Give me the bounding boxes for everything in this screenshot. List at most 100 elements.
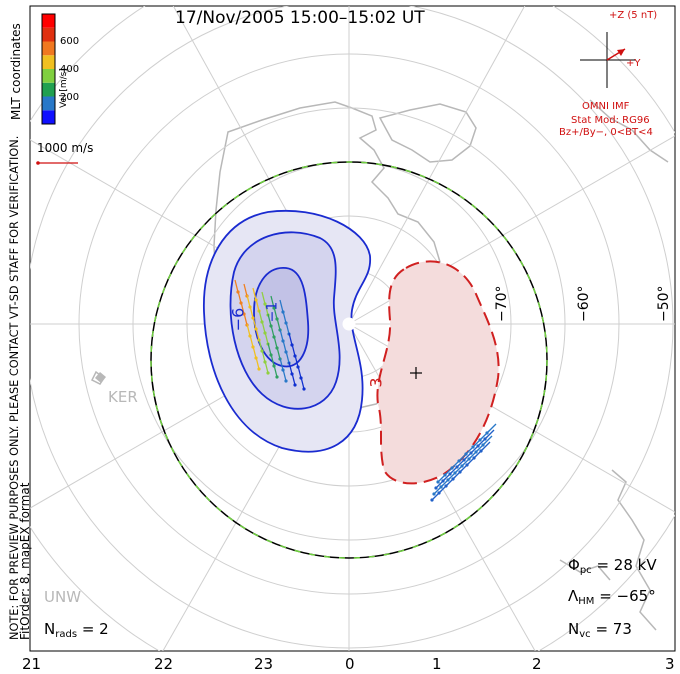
colorbar-tick-200: 200 xyxy=(60,92,80,103)
velocity-vector xyxy=(282,310,287,324)
velocity-vector-dot xyxy=(448,472,452,476)
imf-conditions-label: Bz+/By−, 0<BT<4 xyxy=(559,127,653,138)
velocity-vector-dot xyxy=(450,466,454,470)
velocity-vector-dot xyxy=(284,379,288,383)
velocity-scale-label: 1000 m/s xyxy=(37,141,94,155)
colorbar-segment xyxy=(42,41,55,56)
velocity-vector xyxy=(273,335,278,349)
velocity-vector xyxy=(258,309,263,323)
velocity-vector xyxy=(249,334,254,348)
colorbar-segment xyxy=(42,14,55,28)
velocity-vector-dot xyxy=(266,371,270,375)
velocity-vector xyxy=(276,346,281,360)
velocity-vector-dot xyxy=(257,367,261,371)
colorbar-segment xyxy=(42,82,55,97)
colorbar-segment xyxy=(42,55,55,69)
velocity-vector xyxy=(291,343,296,357)
stat-lambda-hm: ΛHM = −65° xyxy=(568,587,656,607)
velocity-vector-dot xyxy=(443,473,447,477)
stat-mod-label: Stat Mod: RG96 xyxy=(571,115,650,126)
velocity-colorbar xyxy=(41,13,56,125)
coordinates-label: MLT coordinates xyxy=(9,23,23,120)
colorbar-segment xyxy=(42,110,55,124)
velocity-vector xyxy=(249,305,254,319)
velocity-vector xyxy=(252,345,257,359)
velocity-vector xyxy=(288,361,293,375)
velocity-vector-dot xyxy=(457,459,461,463)
velocity-vector xyxy=(255,356,260,370)
velocity-vector xyxy=(267,342,272,356)
velocity-vector-dot xyxy=(430,498,434,502)
station-label-unw: UNW xyxy=(44,588,82,606)
station-ker-icon xyxy=(95,372,106,383)
velocity-vector-dot xyxy=(275,375,279,379)
velocity-vector-dot xyxy=(483,437,487,441)
velocity-vector-dot xyxy=(432,492,436,496)
colorbar-tick-600: 600 xyxy=(60,36,80,47)
velocity-vector xyxy=(252,287,257,301)
velocity-vector xyxy=(285,350,290,364)
colorbar-segment xyxy=(42,69,55,83)
hour-label-22: 22 xyxy=(154,655,174,673)
velocity-vector xyxy=(282,339,287,353)
velocity-vector xyxy=(486,423,497,434)
velocity-vector xyxy=(480,441,491,452)
imf-y-label: +Y xyxy=(626,58,641,69)
velocity-vector-dot xyxy=(465,463,469,467)
imf-source-label: OMNI IMF xyxy=(582,101,630,112)
velocity-vector-dot xyxy=(455,465,459,469)
velocity-vector-dot xyxy=(446,478,450,482)
lat-label-60: −60° xyxy=(576,285,592,322)
velocity-vector-dot xyxy=(472,456,476,460)
velocity-vector xyxy=(237,290,242,304)
velocity-vector xyxy=(297,365,302,379)
velocity-vector xyxy=(294,354,299,368)
velocity-vector xyxy=(273,364,278,378)
velocity-vector xyxy=(282,368,287,382)
lat-label-50: −50° xyxy=(656,285,672,322)
hour-label-3: 3 xyxy=(665,655,675,673)
stat-phi-pc: Φpc = 28 kV xyxy=(568,556,657,576)
velocity-vector xyxy=(288,332,293,346)
hour-label-23: 23 xyxy=(254,655,274,673)
velocity-vector xyxy=(279,357,284,371)
fit-order-note: FitOrder: 8, mapEX format xyxy=(18,482,32,640)
velocity-vector-dot xyxy=(478,438,482,442)
velocity-vector-dot xyxy=(434,486,438,490)
velocity-vector xyxy=(300,376,305,390)
velocity-vector xyxy=(291,372,296,386)
velocity-vector xyxy=(270,324,275,338)
velocity-vector-dot xyxy=(481,443,485,447)
velocity-vector xyxy=(484,429,495,440)
velocity-vector-dot xyxy=(444,484,448,488)
velocity-vector xyxy=(273,306,278,320)
velocity-vector xyxy=(252,316,257,330)
station-label-ker: KER xyxy=(108,388,138,406)
velocity-vector xyxy=(270,295,275,309)
hour-label-0: 0 xyxy=(345,655,355,673)
imf-vector-arrowhead xyxy=(617,49,625,56)
velocity-vector-dot xyxy=(302,387,306,391)
velocity-vector-dot xyxy=(293,383,297,387)
potential-max-marker xyxy=(410,367,422,379)
colorbar-segment xyxy=(42,27,55,42)
velocity-vector xyxy=(234,279,239,293)
stat-nrads: Nrads = 2 xyxy=(44,620,109,640)
pole-marker xyxy=(342,317,356,331)
velocity-vector xyxy=(261,349,266,363)
velocity-vector xyxy=(261,291,266,305)
velocity-vector-dot xyxy=(467,457,471,461)
velocity-vector-dot xyxy=(458,470,462,474)
contour-label-negative-inner: −1 xyxy=(264,301,281,323)
stat-nvc: Nvc = 73 xyxy=(568,620,632,640)
velocity-vector xyxy=(261,320,266,334)
velocity-vector-dot xyxy=(476,444,480,448)
velocity-vector-dot xyxy=(441,479,445,483)
velocity-vector xyxy=(264,331,269,345)
hour-label-21: 21 xyxy=(22,655,42,673)
colorbar-segment xyxy=(42,96,55,111)
velocity-vector-dot xyxy=(474,450,478,454)
velocity-vector-dot xyxy=(437,491,441,495)
velocity-vector xyxy=(482,435,493,446)
velocity-vector xyxy=(240,301,245,315)
